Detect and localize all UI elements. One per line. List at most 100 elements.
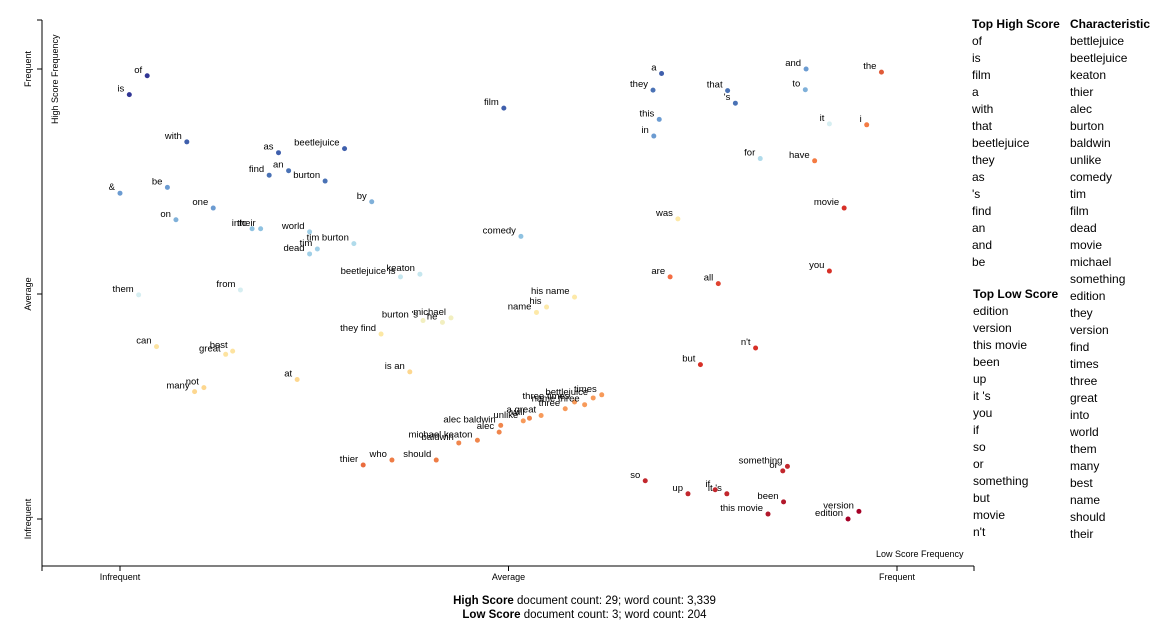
term-point[interactable] — [136, 292, 142, 298]
term-point[interactable] — [520, 418, 526, 424]
term-label[interactable]: been — [757, 491, 778, 502]
term-label[interactable]: or — [769, 460, 777, 471]
term-point[interactable] — [154, 344, 160, 350]
term-point[interactable] — [642, 478, 648, 484]
term-label[interactable]: three times — [523, 391, 570, 402]
term-item[interactable]: edition — [1070, 289, 1106, 303]
term-item[interactable]: edition — [973, 304, 1009, 318]
term-point[interactable] — [533, 309, 539, 315]
term-point[interactable] — [753, 345, 759, 351]
term-item[interactable]: times — [1070, 357, 1099, 371]
term-point[interactable] — [397, 274, 403, 280]
term-item[interactable]: thier — [1070, 85, 1094, 99]
term-item[interactable]: up — [973, 372, 987, 386]
term-item[interactable]: that — [972, 119, 993, 133]
term-point[interactable] — [360, 462, 366, 468]
term-label[interactable]: are — [651, 266, 665, 277]
term-label[interactable]: the — [863, 61, 876, 72]
term-point[interactable] — [322, 178, 328, 184]
term-item[interactable]: them — [1070, 442, 1097, 456]
term-item[interactable]: dead — [1070, 221, 1097, 235]
term-item[interactable]: is — [972, 51, 981, 65]
term-item[interactable]: find — [972, 204, 992, 218]
term-item[interactable]: film — [972, 68, 991, 82]
term-label[interactable]: you — [809, 260, 824, 271]
term-point[interactable] — [498, 422, 504, 428]
term-point[interactable] — [173, 217, 179, 223]
term-item[interactable]: into — [1070, 408, 1090, 422]
term-label[interactable]: one — [192, 197, 208, 208]
term-point[interactable] — [582, 402, 588, 408]
term-item[interactable]: alec — [1070, 102, 1093, 116]
term-point[interactable] — [342, 146, 348, 152]
term-item[interactable]: n't — [973, 525, 986, 539]
term-label[interactable]: his name — [531, 286, 570, 297]
term-item[interactable]: best — [1070, 476, 1093, 490]
term-point[interactable] — [439, 319, 445, 325]
term-label[interactable]: i — [860, 114, 862, 125]
term-point[interactable] — [369, 199, 375, 205]
term-point[interactable] — [192, 389, 198, 395]
term-item[interactable]: beetlejuice — [1070, 51, 1128, 65]
term-label[interactable]: for — [744, 148, 755, 159]
term-item[interactable]: world — [1070, 425, 1099, 439]
term-point[interactable] — [223, 351, 229, 357]
term-item[interactable]: burton — [1070, 119, 1105, 133]
term-item[interactable]: it 's — [973, 389, 991, 403]
term-point[interactable] — [802, 87, 808, 93]
term-item[interactable]: with — [972, 102, 994, 116]
term-label[interactable]: is an — [385, 361, 405, 372]
term-item[interactable]: three — [1070, 374, 1098, 388]
term-label[interactable]: he — [427, 311, 438, 322]
term-label[interactable]: in — [641, 125, 648, 136]
term-label[interactable]: something — [739, 455, 783, 466]
term-label[interactable]: his — [529, 296, 541, 307]
term-point[interactable] — [389, 457, 395, 463]
term-item[interactable]: film — [1070, 204, 1089, 218]
term-label[interactable]: all — [704, 273, 714, 284]
term-point[interactable] — [420, 318, 426, 324]
term-point[interactable] — [841, 205, 847, 211]
term-label[interactable]: alec baldwin — [443, 414, 495, 425]
term-item[interactable]: find — [1070, 340, 1090, 354]
term-label[interactable]: dead — [283, 243, 304, 254]
term-item[interactable]: unlike — [1070, 153, 1102, 167]
term-item[interactable]: you — [973, 406, 993, 420]
term-item[interactable]: something — [1070, 272, 1126, 286]
term-label[interactable]: unlike — [493, 410, 518, 421]
term-point[interactable] — [126, 92, 132, 98]
term-point[interactable] — [765, 511, 771, 517]
term-point[interactable] — [210, 205, 216, 211]
term-point[interactable] — [826, 268, 832, 274]
term-point[interactable] — [237, 287, 243, 293]
term-label[interactable]: up — [672, 483, 683, 494]
term-point[interactable] — [812, 158, 818, 164]
term-label[interactable]: world — [281, 221, 305, 232]
term-point[interactable] — [544, 304, 550, 310]
term-label[interactable]: and — [785, 58, 801, 69]
term-item[interactable]: and — [972, 238, 993, 252]
term-point[interactable] — [417, 271, 423, 277]
term-point[interactable] — [667, 274, 673, 280]
term-point[interactable] — [724, 491, 730, 497]
term-point[interactable] — [712, 487, 718, 493]
term-item[interactable]: they — [972, 153, 995, 167]
term-point[interactable] — [286, 168, 292, 174]
term-label[interactable]: should — [403, 449, 431, 460]
term-point[interactable] — [659, 71, 665, 76]
term-label[interactable]: it 's — [708, 483, 722, 494]
term-label[interactable]: that — [707, 80, 723, 91]
term-item[interactable]: movie — [973, 508, 1006, 522]
term-label[interactable]: name three — [532, 394, 580, 405]
term-point[interactable] — [685, 491, 691, 497]
term-point[interactable] — [378, 331, 384, 337]
term-point[interactable] — [780, 468, 786, 474]
term-point[interactable] — [715, 281, 721, 287]
term-label[interactable]: baldwin — [422, 432, 454, 443]
term-label[interactable]: version — [823, 500, 854, 511]
term-label[interactable]: & — [109, 182, 116, 193]
term-label[interactable]: have — [789, 150, 810, 161]
term-item[interactable]: baldwin — [1070, 136, 1111, 150]
term-label[interactable]: they find — [340, 323, 376, 334]
term-point[interactable] — [314, 246, 320, 252]
